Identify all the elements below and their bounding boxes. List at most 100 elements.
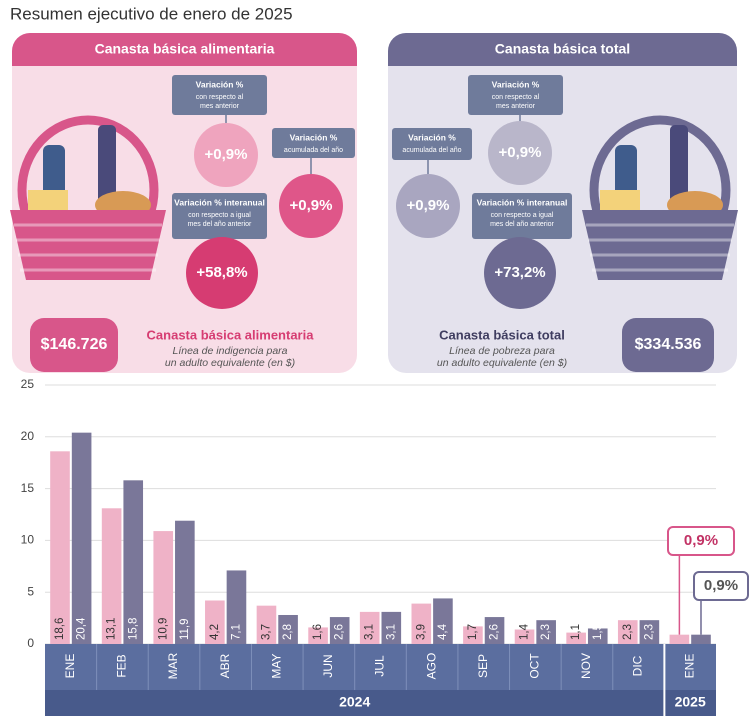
bar [463,626,483,644]
basket-description: un adulto equivalente (en $) [165,357,295,369]
bubble-label-subtitle: acumulada del año [284,147,343,154]
bubble-label-subtitle: mes anterior [496,103,536,110]
bubble-label-subtitle: acumulada del año [402,147,461,154]
basket-description: Línea de indigencia para [172,345,287,357]
x-tick-label: ENE [682,654,696,679]
x-tick-label: MAR [166,652,180,679]
y-tick-label: 25 [21,377,35,391]
bubble [279,174,343,238]
bar [359,611,380,644]
y-tick-label: 5 [27,584,34,598]
bubble-label-subtitle: con respecto al [492,94,540,101]
amount-box [30,318,118,372]
value-label: 1,4 [519,623,531,640]
bubble-label-box [472,193,572,239]
x-tick-label: JUL [373,655,387,677]
category-band [45,644,716,690]
value-label: 1,7 [467,624,479,640]
x-tick-label: OCT [528,653,542,679]
value-label: 1,6 [312,624,324,640]
y-tick-label: 10 [21,533,35,547]
value-label: 2,6 [489,624,501,640]
bar [639,620,660,644]
bubble-label-subtitle: mes del año anterior [188,221,252,228]
value-label: 0,9% [684,532,718,549]
value-label: 4,2 [209,624,221,640]
panel-header [388,33,737,66]
callout-box [693,571,749,601]
value-label: 3,9 [415,624,427,640]
bubble-label-title: Variación % [196,79,244,89]
bubble-value: +58,8% [196,264,247,281]
x-tick-label: MAY [269,653,283,678]
bar [101,508,122,644]
bubble-label-box [172,75,267,115]
bar [205,600,225,644]
bar [514,629,535,644]
bubble-label-title: Variación % interanual [174,197,265,207]
bubble-label-subtitle: mes anterior [200,103,240,110]
value-label: 1,1 [570,624,582,640]
bar [433,598,453,644]
bar [566,632,586,644]
bubble-label-title: Variación % [290,132,338,142]
bubble-value: +0,9% [407,197,450,214]
basket-item [670,125,688,205]
x-tick-label: AGO [424,653,438,680]
amount-box [622,318,714,372]
bar [329,617,350,644]
y-tick-label: 0 [27,636,34,650]
basket [582,210,738,280]
bar [175,520,195,644]
bubble [194,123,258,187]
x-tick-label: DIC [631,655,645,676]
bubble-value: +0,9% [290,197,333,214]
value-label: 2,8 [282,624,294,640]
page-title: Resumen ejecutivo de enero de 2025 [10,4,293,23]
x-tick-label: ENE [63,654,77,679]
basket-description: un adulto equivalente (en $) [437,357,567,369]
bubble-label-box [272,128,355,158]
bar [587,628,608,644]
value-label: 11,9 [179,618,191,640]
bubble-label-subtitle: mes del año anterior [490,221,554,228]
panel-title: Canasta básica total [495,41,630,57]
basket-name: Canasta básica alimentaria [147,327,315,342]
value-label: 15,8 [127,618,139,640]
bubble-label-title: Variación % [492,79,540,89]
x-tick-label: SEP [476,654,490,678]
panel-header [12,33,357,66]
basket-item [98,125,116,205]
y-tick-label: 20 [21,429,35,443]
bubble [396,174,460,238]
bubble-label-box [468,75,563,115]
value-label: 1,5 [592,624,604,640]
basket-name: Canasta básica total [439,327,565,342]
bubble [484,237,556,309]
basket-description: Línea de pobreza para [449,345,555,357]
bubble-label-title: Variación % interanual [477,197,568,207]
value-label: 20,4 [76,617,88,640]
bar [71,432,92,644]
x-tick-label: JUN [321,654,335,677]
value-label: 3,1 [385,624,397,640]
x-tick-label: FEB [115,654,129,677]
value-label: 3,7 [260,624,272,640]
amount: $146.726 [41,336,108,353]
panel-title: Canasta básica alimentaria [95,41,275,57]
year-label: 2025 [675,694,706,710]
bubble [488,121,552,185]
bar [50,451,70,644]
bubble [186,237,258,309]
bar [153,531,174,644]
bubble-value: +0,9% [499,144,542,161]
bar [226,570,247,644]
year-band [45,690,716,716]
value-label: 0,9% [704,577,738,594]
bar [411,603,432,644]
value-label: 10,9 [157,618,169,640]
amount: $334.536 [635,336,702,353]
bubble-label-subtitle: con respecto a igual [188,212,251,219]
value-label: 3,1 [364,624,376,640]
